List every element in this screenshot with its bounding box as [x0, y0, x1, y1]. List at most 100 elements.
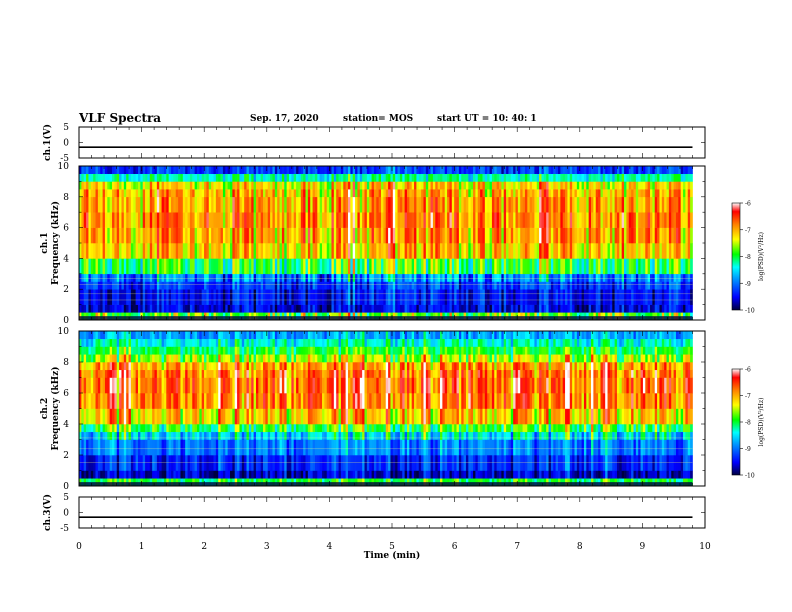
ch1-spectrogram-psd-cell	[480, 281, 483, 290]
ch1-spectrogram-psd-cell	[109, 258, 113, 275]
ch1-spectrogram-psd-cell	[178, 181, 181, 190]
ch1-spectrogram-psd-cell	[381, 258, 384, 275]
ch1-spectrogram-psd-cell	[281, 166, 285, 174]
ch1-spectrogram-psd-cell	[383, 304, 387, 313]
ch1-spectrogram-psd-cell	[451, 227, 455, 244]
ch2-spectrogram-psd-cell	[239, 424, 243, 433]
ch1-spectrogram-psd-cell	[168, 289, 172, 305]
ch1-spectrogram-psd-cell	[444, 212, 448, 228]
ch1-spectrogram-psd-cell	[468, 281, 472, 290]
ch1-spectrogram-psd-cell	[272, 212, 276, 228]
ch1-spectrogram-psd-cell	[397, 227, 401, 244]
ch1-spectrogram-psd-cell	[567, 281, 571, 290]
ch1-spectrogram-psd-cell	[675, 173, 679, 182]
ch1-spectrogram-psd-cell	[373, 189, 377, 198]
ch1-spectrogram-psd-cell	[239, 227, 243, 244]
ch1-spectrogram-psd-cell	[642, 273, 646, 282]
ch2-spectrogram-psd-cell	[97, 431, 101, 440]
ch1-spectrogram-psd-cell	[487, 281, 490, 290]
ch1-spectrogram-psd-cell	[602, 166, 606, 174]
ch1-spectrogram-psd-cell	[602, 289, 606, 305]
ch1-spectrogram-psd-cell	[678, 181, 682, 190]
ch2-spectrogram-psd-cell	[230, 369, 233, 378]
ch1-spectrogram-psd-cell	[230, 189, 233, 198]
ch1-spectrogram-psd-cell	[414, 173, 417, 182]
ch2-spectrogram-psd-cell	[104, 354, 108, 363]
ch2-spectrogram-psd-cell	[140, 439, 144, 456]
ch1-spectrogram-psd-cell	[201, 227, 205, 244]
ch2-spectrogram-psd-cell	[171, 377, 174, 394]
ch2-spectrogram-psd-cell	[196, 331, 200, 340]
ch1-spectrogram-psd-cell	[534, 304, 538, 313]
ch1-spectrogram-psd-cell	[237, 173, 240, 182]
ch1-spectrogram-psd-cell	[109, 273, 113, 282]
ch1-spectrogram-psd-cell	[133, 173, 136, 182]
ch1-spectrogram-psd-cell	[444, 281, 448, 290]
ch1-spectrogram-psd-cell	[520, 289, 523, 305]
ch2-spectrogram-psd-cell	[194, 362, 198, 371]
ch2-spectrogram-psd-cell	[166, 470, 170, 479]
ch2-spectrogram-psd-cell	[208, 369, 212, 378]
ch1-spectrogram-psd-cell	[654, 304, 658, 313]
ch1-spectrogram-psd-cell	[503, 212, 507, 228]
ch2-spectrogram-psd-cell	[180, 362, 184, 371]
ch1-spectrogram-psd-cell	[123, 166, 127, 174]
ch1-spectrogram-psd-cell	[390, 304, 394, 313]
ch2-spectrogram-psd-cell	[116, 393, 120, 409]
ch2-spectrogram-psd-cell	[88, 393, 92, 409]
ch1-spectrogram-psd-cell	[97, 289, 101, 305]
ch1-spectrogram-psd-cell	[277, 281, 280, 290]
ch1-spectrogram-psd-cell	[532, 189, 535, 198]
ch2-spectrogram-psd-cell	[201, 431, 205, 440]
ch1-spectrogram-psd-cell	[145, 281, 148, 290]
ch1-spectrogram-psd-cell	[619, 173, 623, 182]
ch1-spectrogram-psd-cell	[326, 281, 330, 290]
ch2-spectrogram-psd-cell	[156, 393, 160, 409]
ch1-spectrogram-psd-cell	[317, 227, 321, 244]
ch1-spectrogram-psd-cell	[423, 273, 427, 282]
ch2-spectrogram-psd-cell	[237, 362, 240, 371]
ch1-spectrogram-psd-cell	[171, 212, 174, 228]
ch1-spectrogram-psd-cell	[397, 212, 401, 228]
ch1-spectrogram-psd-cell	[645, 258, 648, 275]
ch1-spectrogram-psd-cell	[126, 273, 129, 282]
ch1-spectrogram-psd-cell	[470, 289, 474, 305]
ch2-spectrogram-psd-cell	[145, 439, 148, 456]
ch1-spectrogram-psd-cell	[390, 189, 394, 198]
ch1-spectrogram-psd-cell	[616, 181, 620, 190]
ch1-spectrogram-psd-cell	[444, 273, 448, 282]
ch1-spectrogram-psd-cell	[529, 281, 533, 290]
ch1-spectrogram-psd-cell	[161, 289, 165, 305]
ch1-spectrogram-psd-cell	[532, 289, 535, 305]
ch2-spectrogram-psd-cell	[145, 331, 148, 340]
ch2-spectrogram-psd-cell	[180, 470, 184, 479]
ch1-spectrogram-psd-cell	[487, 212, 490, 228]
ch2-spectrogram-psd-cell	[140, 354, 144, 363]
ch1-spectrogram-psd-cell	[159, 258, 162, 275]
ch1-spectrogram-psd-cell	[612, 166, 615, 174]
ch1-spectrogram-psd-cell	[180, 273, 184, 282]
ch1-spectrogram-psd-cell	[631, 281, 634, 290]
ch2-spectrogram-psd-cell	[215, 439, 219, 456]
ch1-spectrogram-psd-cell	[121, 304, 125, 313]
ch2-spectrogram-psd-cell	[149, 393, 153, 409]
ch1-spectrogram-psd-cell	[272, 243, 276, 259]
ch1-spectrogram-psd-cell	[524, 289, 528, 305]
ch1-spectrogram-psd-cell	[211, 273, 214, 282]
ch1-spectrogram-psd-cell	[166, 258, 170, 275]
ch1-spectrogram-psd-cell	[156, 173, 160, 182]
ch1-spectrogram-psd-cell	[371, 304, 375, 313]
ch1-spectrogram-psd-cell	[569, 281, 573, 290]
ch1-spectrogram-psd-cell	[595, 304, 599, 313]
ch2-spectrogram-psd-cell	[196, 369, 200, 378]
ch1-spectrogram-psd-cell	[116, 196, 120, 213]
ch1-spectrogram-psd-cell	[362, 258, 365, 275]
ch1-spectrogram-psd-cell	[404, 243, 408, 259]
ch1-spectrogram-psd-cell	[289, 196, 292, 213]
ch1-spectrogram-psd-cell	[130, 181, 134, 190]
ch1-spectrogram-psd-cell	[159, 289, 162, 305]
ch2-spectrogram-psd-cell	[135, 377, 139, 394]
ch1-spectrogram-psd-cell	[503, 166, 507, 174]
ch1-spectrogram-psd-cell	[626, 243, 630, 259]
ch1-spectrogram-psd-cell	[520, 227, 523, 244]
